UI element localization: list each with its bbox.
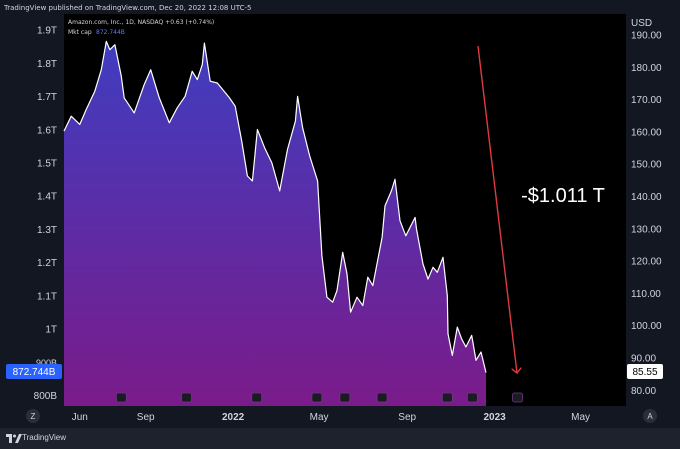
left-axis-tick-label: 1T xyxy=(45,325,57,336)
event-marker[interactable] xyxy=(441,392,453,403)
right-axis-panel[interactable] xyxy=(626,14,680,406)
left-axis-tick-label: 1.9T xyxy=(37,26,57,37)
event-marker[interactable] xyxy=(181,392,192,403)
right-axis-tick-label: 160.00 xyxy=(631,127,662,138)
decline-annotation: -$1.011 T xyxy=(521,185,605,207)
published-header: TradingView published on TradingView.com… xyxy=(4,4,252,12)
left-axis-tick-label: 1.7T xyxy=(37,92,57,103)
left-axis-tick-label: 900B xyxy=(36,358,57,368)
left-axis-tick-label: 1.5T xyxy=(37,159,57,170)
right-axis-tick-label: 80.00 xyxy=(631,386,656,397)
right-axis-tick-label: 180.00 xyxy=(631,63,662,74)
event-marker[interactable] xyxy=(466,392,478,403)
left-axis-tick-label: 1.2T xyxy=(37,258,57,269)
event-marker[interactable] xyxy=(115,392,127,403)
right-axis-tick-label: 90.00 xyxy=(631,354,656,365)
time-axis-panel[interactable] xyxy=(0,406,680,428)
mktcap-series-line[interactable] xyxy=(63,40,487,373)
right-axis-unit: USD xyxy=(631,18,652,29)
right-axis-tick-label: 120.00 xyxy=(631,257,662,268)
mktcap-area-fill xyxy=(64,41,486,407)
left-axis-tick-label: 1.8T xyxy=(37,59,57,70)
last-value-right: 85.55 xyxy=(632,367,657,378)
right-axis-tick-label: 140.00 xyxy=(631,192,662,203)
scale-z-label: Z xyxy=(31,412,36,421)
event-marker[interactable] xyxy=(311,392,323,403)
footer-brand: TradingView xyxy=(22,433,67,442)
right-axis-tick-label: 100.00 xyxy=(631,321,662,332)
scale-z-button[interactable] xyxy=(26,409,40,423)
right-axis-tick-label: 190.00 xyxy=(631,31,662,42)
scale-auto-label: A xyxy=(647,412,653,421)
event-marker[interactable] xyxy=(512,392,523,403)
right-axis-tick-label: 150.00 xyxy=(631,160,662,171)
left-axis-tick-label: 800B xyxy=(34,391,58,402)
left-axis-tick-label: 1.1T xyxy=(37,291,57,302)
last-value-left: 872.744B xyxy=(13,367,56,378)
tradingview-logo-icon xyxy=(6,434,22,443)
time-axis-tick-label: Sep xyxy=(398,412,416,423)
left-axis-tick-label: 1.4T xyxy=(37,192,57,203)
left-axis-tick-label: 1.6T xyxy=(37,125,57,136)
left-axis-panel[interactable] xyxy=(0,14,64,406)
footer-bar xyxy=(0,428,680,449)
scale-auto-button[interactable] xyxy=(643,409,657,423)
time-axis-tick-label: May xyxy=(310,412,329,423)
event-marker[interactable] xyxy=(339,392,351,403)
time-axis-tick-label: Sep xyxy=(137,412,155,423)
right-axis-tick-label: 130.00 xyxy=(631,224,662,235)
right-axis-tick-label: 110.00 xyxy=(631,289,661,300)
event-marker[interactable] xyxy=(251,392,263,403)
time-axis-tick-label: 2022 xyxy=(222,412,245,423)
symbol-legend[interactable]: Amazon.com, Inc., 1D, NASDAQ +0.63 (+0.7… xyxy=(68,19,214,26)
left-axis-tick-label: 1.3T xyxy=(37,225,57,236)
time-axis-tick-label: Jun xyxy=(72,412,88,423)
mktcap-value: 872.744B xyxy=(96,29,125,36)
mktcap-label: Mkt cap xyxy=(68,29,92,36)
time-axis-tick-label: May xyxy=(571,412,590,423)
last-value-right-badge xyxy=(627,364,663,379)
event-marker[interactable] xyxy=(376,392,388,403)
right-axis-tick-label: 170.00 xyxy=(631,95,662,106)
decline-arrow xyxy=(477,45,517,373)
time-axis-tick-label: 2023 xyxy=(483,412,506,423)
last-value-left-badge xyxy=(6,364,62,379)
